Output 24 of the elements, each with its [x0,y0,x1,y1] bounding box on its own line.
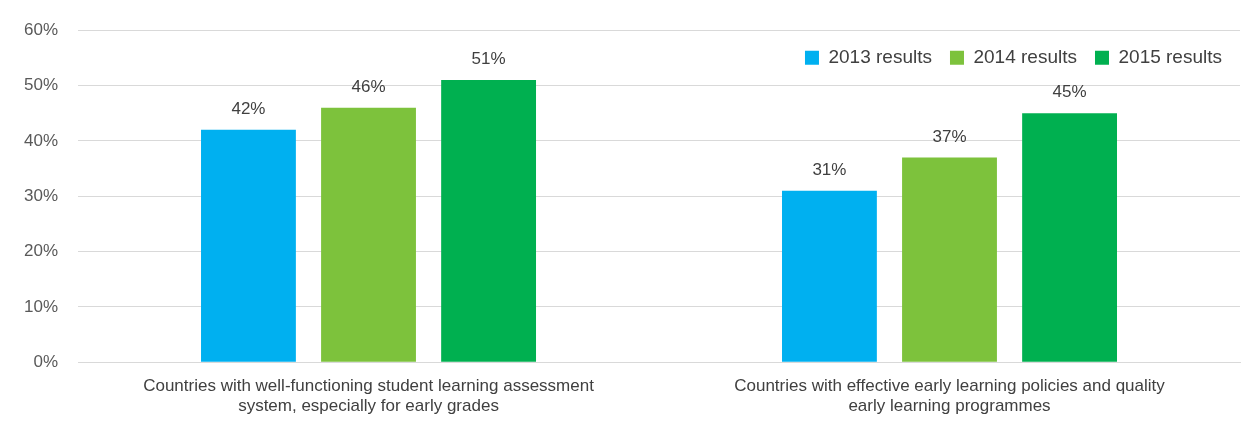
y-tick-label: 0% [33,351,59,371]
data-label: 51% [471,49,506,69]
bar [321,107,416,362]
data-label: 31% [812,159,847,179]
legend-label: 2015 results [1118,45,1223,67]
legend-label: 2014 results [973,45,1077,67]
y-tick-label: 50% [23,75,59,95]
data-label: 46% [351,76,386,96]
bar [782,190,877,362]
data-label: 42% [231,98,266,118]
data-label: 45% [1052,82,1087,102]
legend-label: 2013 results [828,45,932,67]
y-tick-label: 20% [23,241,59,261]
y-tick-label: 30% [23,185,59,205]
y-tick-label: 40% [23,130,59,150]
data-label: 37% [932,126,967,146]
bar [201,129,296,362]
y-tick-label: 60% [23,19,59,39]
x-tick-label: Countries with well-functioning student learning assessment system, especially for early grades [143,376,595,416]
y-tick-label: 10% [23,296,59,316]
bar [1022,113,1118,362]
bar [902,157,997,362]
bar [441,80,537,362]
x-tick-label: Countries with effective early learning policies and quality early learning programmes [734,376,1166,416]
